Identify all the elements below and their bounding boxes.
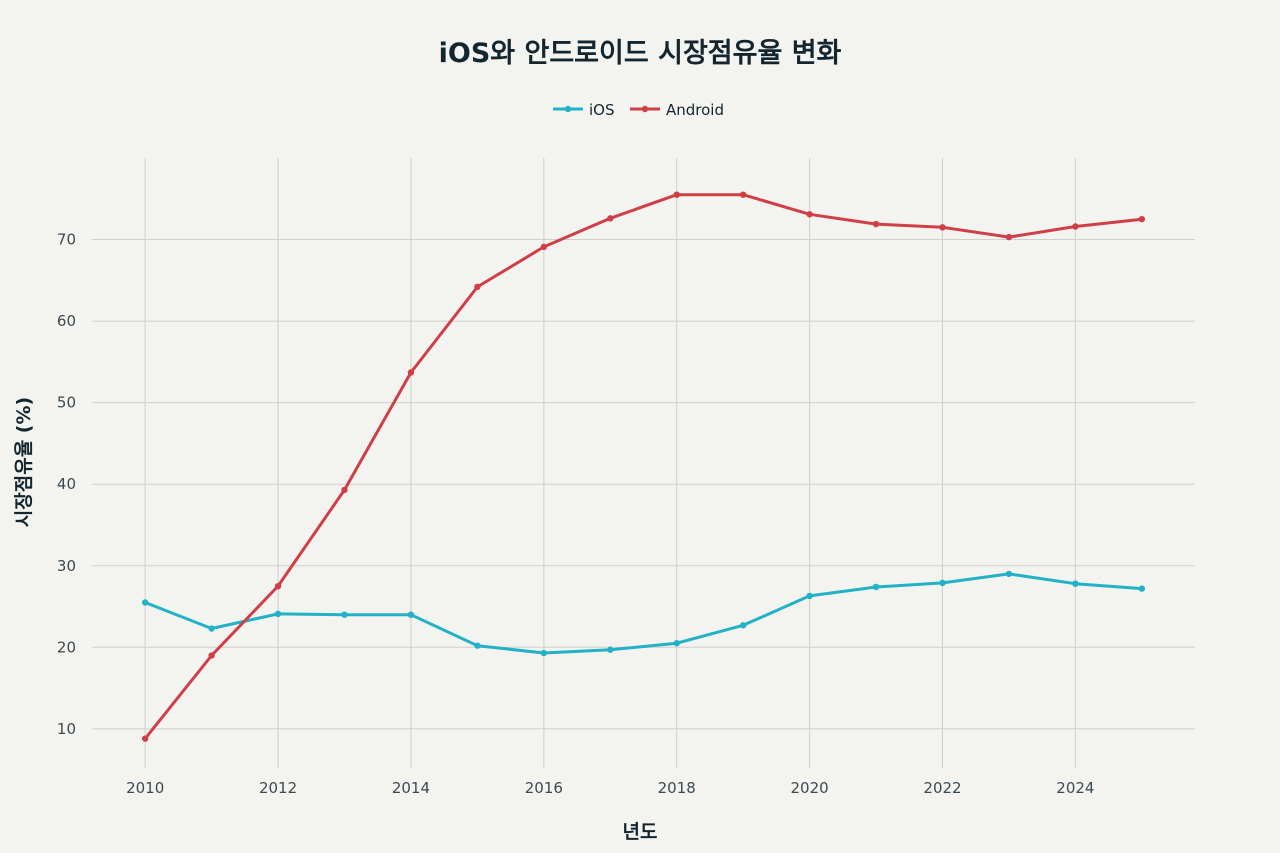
ios-data-point	[1005, 570, 1013, 578]
y-tick-label: 40	[57, 475, 76, 493]
android-data-point	[1072, 223, 1079, 230]
x-axis-title: 년도	[623, 821, 658, 843]
x-tick-label: 2022	[923, 779, 961, 797]
android-data-point	[341, 486, 348, 494]
android-data-point	[540, 243, 548, 251]
android-data-point	[407, 369, 415, 376]
android-data-point	[141, 735, 149, 742]
x-tick-label: 2014	[392, 779, 430, 797]
ios-data-point	[208, 625, 215, 632]
legend-label: iOS	[589, 101, 615, 119]
x-tick-label: 2020	[791, 779, 829, 797]
legend-label: Android	[666, 101, 724, 119]
y-tick-label: 60	[57, 312, 76, 330]
chart-title: iOS와 안드로이드 시장점유율 변화	[439, 38, 842, 69]
legend-item-ios[interactable]: iOS	[553, 101, 615, 119]
ios-data-point	[474, 642, 481, 649]
legend-marker	[641, 105, 649, 113]
ios-data-point	[673, 640, 680, 647]
ios-series-line	[143, 572, 1144, 655]
ios-data-point	[141, 599, 149, 606]
y-axis-title: 시장점유율 (%)	[13, 397, 35, 527]
x-tick-label: 2010	[126, 779, 164, 797]
android-data-point	[607, 215, 614, 222]
y-tick-label: 20	[57, 638, 76, 656]
android-data-point	[474, 283, 481, 291]
android-data-point	[274, 582, 282, 590]
ios-data-point	[939, 579, 946, 587]
ios-data-point	[407, 611, 415, 618]
x-tick-label: 2018	[658, 779, 696, 797]
android-data-point	[673, 191, 680, 198]
y-tick-label: 50	[57, 394, 76, 412]
series-layer	[141, 191, 1146, 742]
android-data-point	[806, 211, 813, 218]
x-tick-label: 2012	[259, 779, 297, 797]
android-series-line	[143, 193, 1144, 741]
ios-data-point	[341, 611, 348, 618]
x-tick-label: 2016	[525, 779, 563, 797]
android-data-point	[1005, 233, 1013, 241]
ios-data-point	[274, 610, 282, 618]
android-data-point	[739, 191, 747, 198]
android-data-point	[939, 224, 946, 231]
legend-item-android[interactable]: Android	[630, 101, 724, 119]
ios-data-point	[739, 622, 747, 629]
ios-data-point	[540, 649, 548, 657]
y-tick-label: 30	[57, 557, 76, 575]
legend[interactable]: iOS Android	[553, 101, 724, 119]
ios-data-point	[1138, 585, 1146, 592]
x-tick-label: 2024	[1056, 779, 1094, 797]
ios-data-point	[1072, 580, 1079, 587]
tick-layer: 2010 2012 2014 2016 2018 2020 2022 2024 10 20 30 40…	[57, 231, 1095, 797]
y-tick-label: 10	[57, 720, 76, 738]
legend-marker	[564, 105, 572, 113]
android-data-point	[872, 220, 880, 228]
ios-data-point	[607, 646, 614, 653]
android-data-point	[208, 652, 215, 659]
ios-data-point	[872, 583, 880, 591]
grid-layer	[92, 158, 1195, 768]
android-data-point	[1138, 215, 1146, 223]
y-tick-label: 70	[57, 231, 76, 249]
ios-data-point	[806, 592, 813, 600]
